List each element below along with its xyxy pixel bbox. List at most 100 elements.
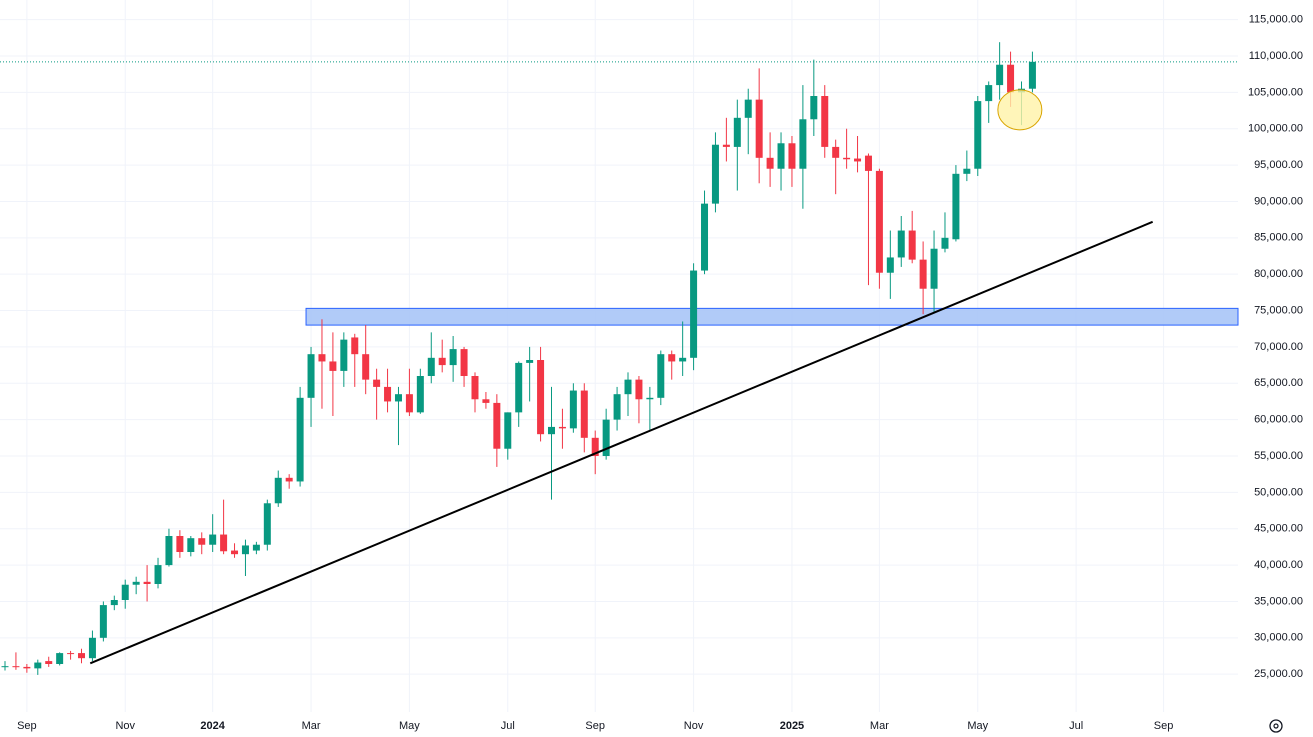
candle-body (526, 360, 534, 363)
y-tick-label: 30,000.00 (1254, 632, 1303, 644)
candle-body (613, 394, 621, 420)
candle-body (165, 536, 173, 566)
candle-body (296, 397, 304, 482)
y-tick-label: 105,000.00 (1248, 86, 1303, 98)
y-tick-label: 115,000.00 (1249, 14, 1303, 26)
candle-body (591, 437, 599, 456)
candle-body (99, 605, 107, 638)
y-tick-label: 45,000.00 (1254, 523, 1303, 535)
y-tick-label: 70,000.00 (1254, 341, 1303, 353)
x-tick-label: Sep (1154, 720, 1174, 732)
candle-body (537, 360, 545, 435)
y-tick-label: 95,000.00 (1254, 159, 1303, 171)
candle-body (569, 390, 577, 429)
candle-body (187, 538, 195, 552)
candle-body (766, 157, 774, 169)
y-tick-label: 60,000.00 (1254, 414, 1303, 426)
candle-body (198, 538, 206, 545)
y-tick-label: 100,000.00 (1248, 123, 1303, 135)
settings-icon-core[interactable] (1273, 723, 1279, 729)
x-tick-label: Jul (501, 720, 515, 732)
x-tick-label: Jul (1069, 720, 1083, 732)
candle-body (209, 534, 217, 545)
candle-body (362, 354, 370, 380)
candle-body (121, 584, 129, 600)
candle-body (176, 536, 184, 552)
candle-body (1007, 64, 1015, 93)
candle-body (416, 376, 424, 413)
candle-body (45, 661, 53, 664)
candle-body (919, 259, 927, 289)
x-tick-label: 2024 (200, 720, 225, 732)
candle-body (252, 544, 260, 551)
y-tick-label: 90,000.00 (1254, 195, 1303, 207)
candle-body (963, 168, 971, 174)
candle-body (897, 230, 905, 258)
y-tick-label: 25,000.00 (1254, 668, 1303, 680)
candle-body (471, 376, 479, 400)
candle-body (285, 477, 293, 482)
candle-body (843, 157, 851, 160)
candle-body (548, 426, 555, 435)
candle-body (78, 653, 86, 659)
candle-body (318, 354, 326, 362)
candle-body (799, 119, 807, 169)
candle-body (602, 419, 610, 456)
candle-body (23, 666, 31, 669)
candle-body (482, 399, 490, 403)
y-tick-label: 50,000.00 (1254, 486, 1303, 498)
candle-body (646, 397, 654, 400)
candle-body (886, 257, 894, 273)
x-tick-label: 2025 (780, 720, 804, 732)
candle-body (384, 386, 392, 402)
candle-body (733, 117, 741, 147)
candle-body (241, 545, 249, 555)
candle-body (711, 144, 719, 204)
y-tick-label: 40,000.00 (1254, 559, 1303, 571)
candle-body (274, 477, 282, 504)
candle-body (701, 203, 709, 271)
x-tick-label: Nov (684, 720, 704, 732)
candle-body (329, 361, 337, 371)
settings-icon-ring[interactable] (1269, 719, 1283, 733)
candle-body (1028, 61, 1036, 89)
candle-body (449, 349, 457, 366)
y-tick-label: 110,000.00 (1249, 50, 1303, 62)
candle-body (875, 170, 883, 273)
trendline (89, 220, 1154, 665)
candle-body (132, 581, 140, 585)
candle-body (340, 339, 348, 371)
candle-body (690, 270, 698, 358)
candle-body (864, 155, 872, 171)
candle-body (438, 357, 446, 366)
y-tick-label: 55,000.00 (1254, 450, 1303, 462)
x-tick-label: May (967, 720, 988, 732)
candle-body (515, 362, 523, 413)
x-tick-label: Sep (17, 720, 37, 732)
candle-body (985, 85, 993, 102)
candle-body (427, 357, 435, 376)
candle-body (220, 534, 228, 552)
price-zone (305, 307, 1239, 326)
candle-body (67, 653, 75, 655)
candle-body (668, 354, 676, 362)
candle-body (88, 637, 96, 659)
candle-body (154, 565, 162, 584)
candle-body (405, 394, 413, 413)
candle-body (777, 143, 785, 169)
x-tick-label: Sep (585, 720, 605, 732)
candle-body (974, 101, 982, 169)
candle-body (635, 379, 643, 400)
candle-body (143, 581, 151, 584)
candle-body (788, 143, 796, 169)
candle-body (930, 248, 938, 289)
x-tick-label: Nov (115, 720, 135, 732)
candle-body (624, 379, 632, 395)
candle-body (810, 96, 818, 120)
candle-body (952, 173, 960, 240)
settings-icon[interactable] (1269, 719, 1283, 733)
y-tick-label: 85,000.00 (1254, 232, 1303, 244)
candle-body (996, 64, 1004, 86)
